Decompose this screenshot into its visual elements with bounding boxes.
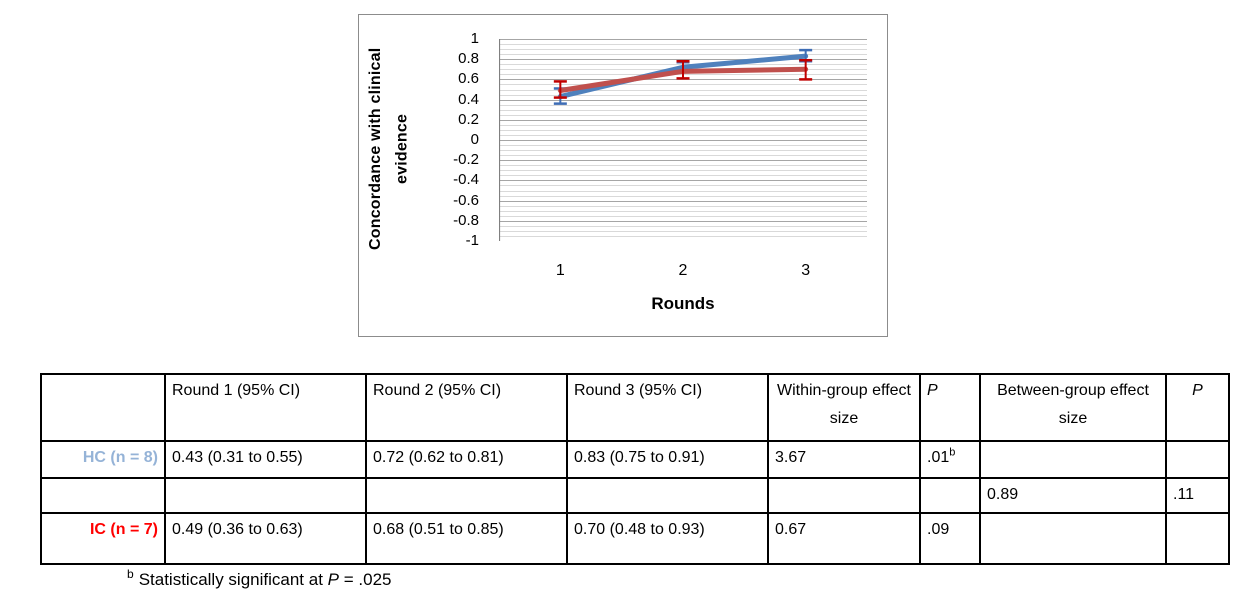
x-axis-tick-label: 1	[555, 262, 565, 279]
ic-p-value: .09	[919, 512, 981, 565]
y-axis-tick-label: 0.2	[458, 110, 479, 128]
between-group-p-value: .11	[1165, 477, 1230, 514]
plot-area	[499, 39, 867, 241]
row-label-ic: IC (n = 7)	[40, 512, 166, 565]
hc-between-effect-size	[979, 440, 1167, 479]
x-axis-title: Rounds	[651, 294, 715, 313]
ic-round1-ci: 0.49 (0.36 to 0.63)	[164, 512, 367, 565]
header-within-group-effect-size: Within-group effect size	[767, 373, 921, 442]
ic-within-effect-size: 0.67	[767, 512, 921, 565]
y-axis-tick-label: 0.8	[458, 50, 479, 68]
y-axis-tick-label: 0	[470, 131, 479, 148]
header-round2: Round 2 (95% CI)	[365, 373, 568, 442]
significance-marker: b	[949, 446, 956, 459]
y-axis-tick-label: -0.2	[453, 151, 479, 169]
footnote-text: Statistically significant at	[138, 570, 323, 589]
ic-round2-ci: 0.68 (0.51 to 0.85)	[365, 512, 568, 565]
header-p-between: P	[1165, 373, 1230, 442]
y-axis-tick-label: 0.6	[458, 70, 479, 88]
y-axis-tick-label: -1	[465, 232, 479, 249]
header-round3: Round 3 (95% CI)	[566, 373, 769, 442]
hc-p-value: .01b	[919, 440, 981, 479]
hc-round1-ci: 0.43 (0.31 to 0.55)	[164, 440, 367, 479]
footnote-value: = .025	[343, 570, 392, 589]
y-axis-tick-label: -0.8	[453, 211, 479, 229]
y-axis-tick-label: -0.4	[453, 171, 479, 189]
ic-round3-ci: 0.70 (0.48 to 0.93)	[566, 512, 769, 565]
x-axis-tick-label: 3	[801, 262, 811, 279]
hc-within-effect-size: 3.67	[767, 440, 921, 479]
y-axis-tick-label: 0.4	[458, 90, 479, 108]
header-round1: Round 1 (95% CI)	[164, 373, 367, 442]
table-row-ic: IC (n = 7) 0.49 (0.36 to 0.63) 0.68 (0.5…	[40, 512, 1230, 565]
results-table: Round 1 (95% CI) Round 2 (95% CI) Round …	[40, 373, 1230, 565]
row-label-empty	[40, 477, 166, 514]
table-row-between: 0.89 .11	[40, 477, 1230, 514]
hc-p-between	[1165, 440, 1230, 479]
y-axis-tick-label: 1	[470, 30, 479, 47]
table-row-hc: HC (n = 8) 0.43 (0.31 to 0.55) 0.72 (0.6…	[40, 440, 1230, 479]
x-axis-tick-label: 2	[678, 262, 688, 279]
table-header-row: Round 1 (95% CI) Round 2 (95% CI) Round …	[40, 373, 1230, 442]
header-empty	[40, 373, 166, 442]
ic-between-effect-size	[979, 512, 1167, 565]
footnote-marker: b	[127, 567, 134, 582]
hc-round2-ci: 0.72 (0.62 to 0.81)	[365, 440, 568, 479]
y-axis-tick-label: -0.6	[453, 191, 479, 209]
hc-round3-ci: 0.83 (0.75 to 0.91)	[566, 440, 769, 479]
ic-p-between	[1165, 512, 1230, 565]
row-label-hc: HC (n = 8)	[40, 440, 166, 479]
footnote: b Statistically significant at P = .025	[127, 568, 392, 592]
between-group-effect-size-value: 0.89	[979, 477, 1167, 514]
line-chart: Concordance with clinical evidence Round…	[358, 14, 888, 337]
header-between-group-effect-size: Between-group effect size	[979, 373, 1167, 442]
footnote-p-symbol: P	[327, 570, 340, 589]
header-p-within: P	[919, 373, 981, 442]
